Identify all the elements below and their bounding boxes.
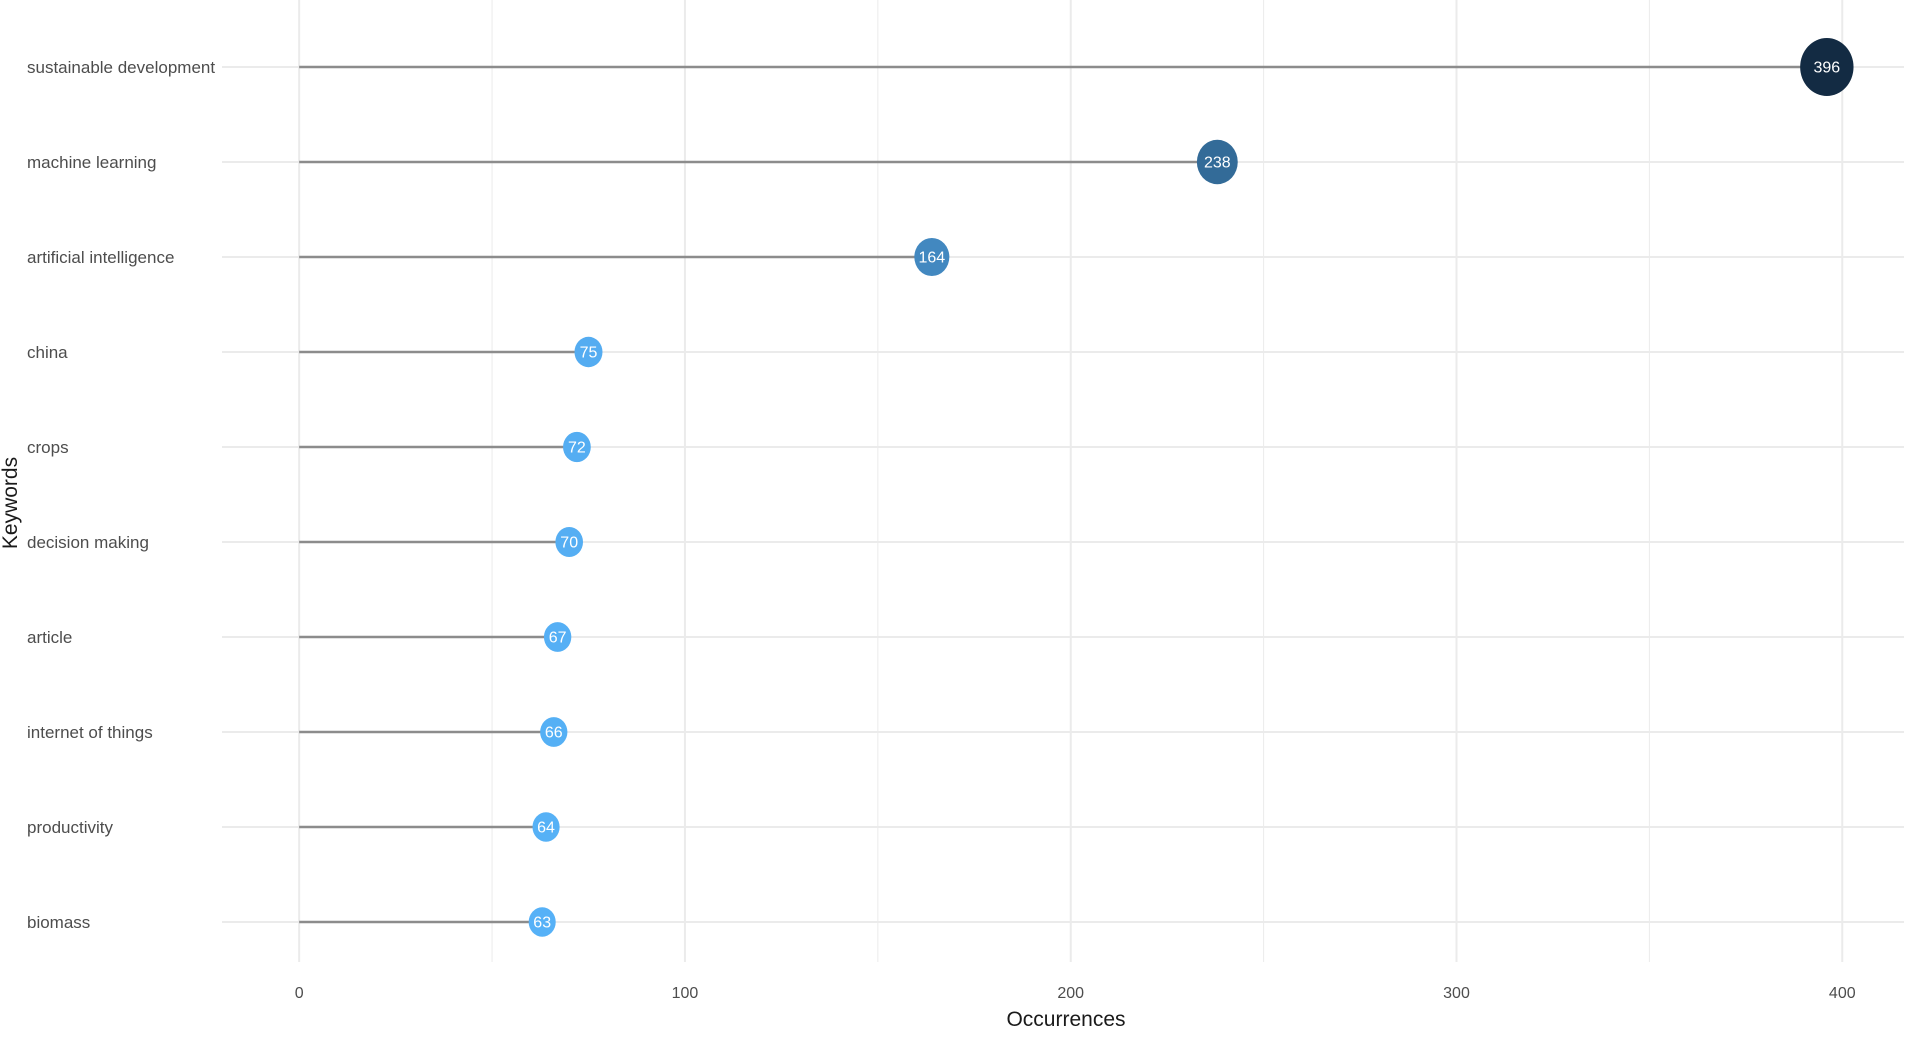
lollipop-dot: [563, 431, 591, 463]
data-label: 70: [560, 535, 578, 552]
category-label: article: [27, 628, 72, 647]
category-label: machine learning: [27, 153, 156, 172]
lollipop-dots: 396 238 164 75 72 70 67 66 64 63: [528, 38, 1854, 937]
category-label: artificial intelligence: [27, 248, 174, 267]
x-tick-label: 400: [1829, 985, 1856, 1002]
x-tick-label: 200: [1057, 985, 1084, 1002]
x-axis-title: Occurrences: [1006, 1008, 1125, 1031]
data-label: 67: [549, 630, 567, 647]
data-label: 72: [568, 440, 586, 457]
category-label: biomass: [27, 913, 90, 932]
grid-lines: [222, 0, 1904, 962]
category-label: china: [27, 343, 68, 362]
data-label: 164: [918, 250, 945, 267]
data-label: 64: [537, 820, 555, 837]
lollipop-dot: [540, 717, 568, 747]
category-label: sustainable development: [27, 58, 215, 77]
data-label: 75: [580, 345, 598, 362]
y-axis-title: Keywords: [0, 457, 22, 549]
category-labels: sustainable development machine learning a…: [27, 58, 215, 932]
lollipop-dot: [574, 336, 603, 368]
data-label: 66: [545, 725, 563, 742]
category-label: internet of things: [27, 723, 153, 742]
x-tick-labels: 0 100 200 300 400: [295, 985, 1856, 1002]
lollipop-dot: [555, 526, 584, 558]
data-label: 238: [1204, 155, 1231, 172]
data-label: 396: [1813, 60, 1840, 77]
lollipop-dot: [914, 237, 950, 277]
category-label: productivity: [27, 818, 113, 837]
category-label: crops: [27, 438, 69, 457]
lollipop-dot: [532, 812, 560, 842]
x-tick-label: 100: [672, 985, 699, 1002]
lollipop-dot: [543, 622, 572, 652]
category-label: decision making: [27, 533, 149, 552]
lollipop-dot: [1196, 139, 1238, 185]
lollipop-stems: [299, 65, 1827, 924]
lollipop-dot: [528, 907, 556, 937]
x-tick-label: 300: [1443, 985, 1470, 1002]
x-tick-label: 0: [295, 985, 304, 1002]
lollipop-dot: [1800, 38, 1854, 96]
data-label: 63: [533, 915, 551, 932]
